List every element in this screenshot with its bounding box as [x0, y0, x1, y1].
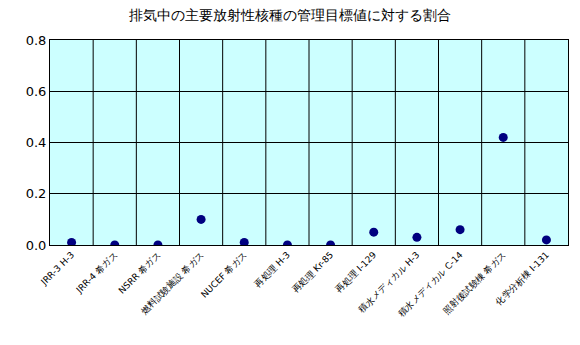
svg-text:NSRR 希ガス: NSRR 希ガス [117, 250, 163, 296]
svg-text:JRR-3 H-3: JRR-3 H-3 [38, 250, 76, 288]
svg-text:再処理 I-129: 再処理 I-129 [334, 250, 379, 295]
svg-text:化学分析棟 I-131: 化学分析棟 I-131 [494, 250, 551, 307]
svg-text:JRR-4 希ガス: JRR-4 希ガス [74, 250, 120, 296]
svg-text:NUCEF 希ガス: NUCEF 希ガス [199, 250, 249, 300]
svg-text:燃料試験施設 希ガス: 燃料試験施設 希ガス [139, 250, 205, 316]
svg-text:積水メディカル H-3: 積水メディカル H-3 [357, 250, 422, 315]
svg-text:0.0: 0.0 [26, 238, 47, 253]
svg-text:照射後試験棟 希ガス: 照射後試験棟 希ガス [441, 250, 507, 316]
svg-text:0.4: 0.4 [26, 135, 47, 150]
svg-text:積水メディカル C-14: 積水メディカル C-14 [396, 250, 465, 319]
svg-text:排気中の主要放射性核種の管理目標値に対する割合: 排気中の主要放射性核種の管理目標値に対する割合 [129, 7, 451, 23]
svg-text:再処理 Kr-85: 再処理 Kr-85 [290, 250, 335, 295]
svg-text:0.6: 0.6 [26, 84, 47, 99]
svg-text:0.8: 0.8 [26, 33, 47, 48]
svg-text:0.2: 0.2 [26, 186, 47, 201]
svg-text:再処理 H-3: 再処理 H-3 [253, 250, 292, 289]
